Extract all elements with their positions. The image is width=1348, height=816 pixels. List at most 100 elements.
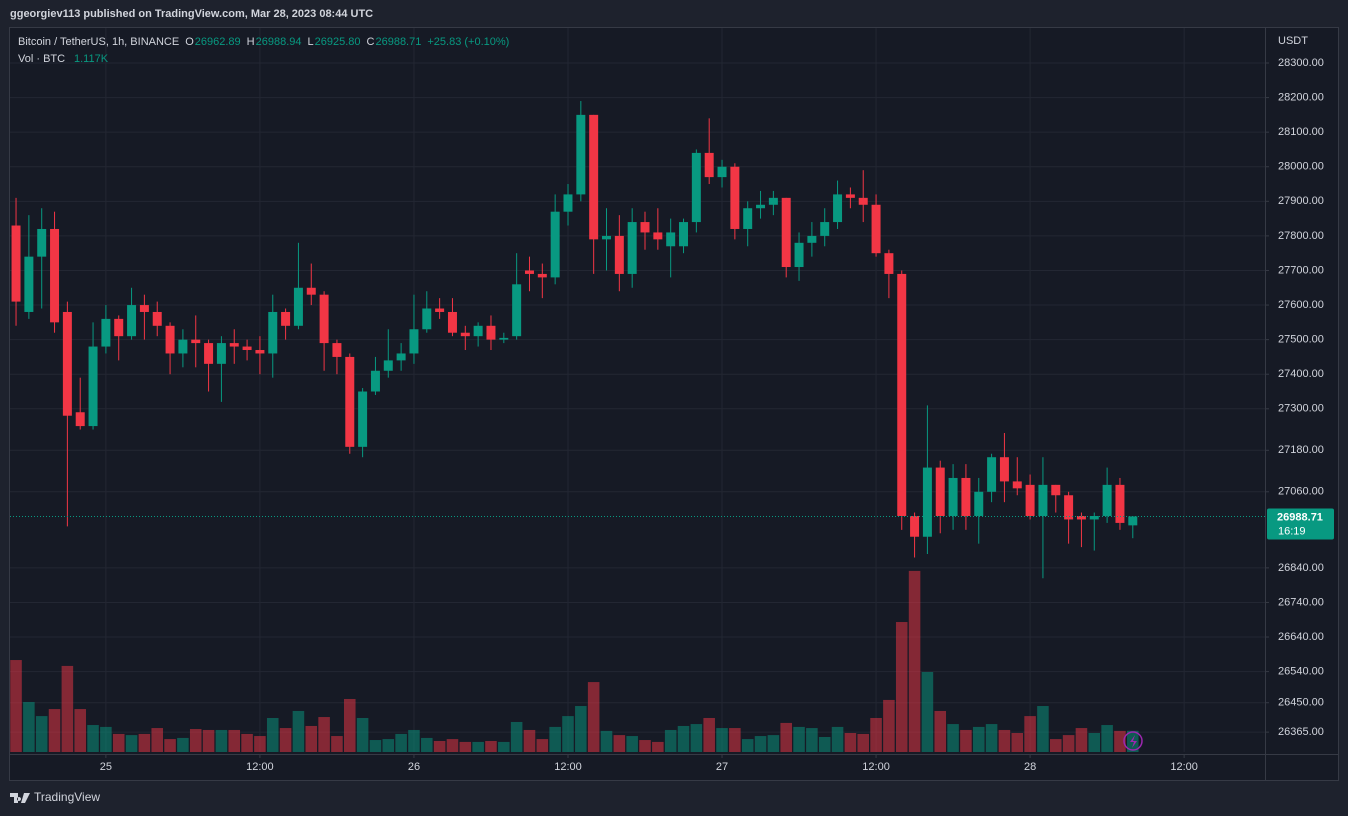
candle-body — [409, 329, 419, 354]
volume-bar — [498, 741, 510, 752]
candle-body — [127, 305, 137, 337]
chart-frame — [9, 27, 1339, 781]
volume-bar — [1101, 725, 1113, 752]
ohlc-value: 26962.89 — [195, 36, 241, 48]
volume-bar — [356, 717, 369, 752]
candle-body — [435, 308, 445, 312]
candle-body — [1051, 484, 1061, 496]
volume-bar — [806, 728, 818, 752]
volume-bar — [254, 736, 266, 752]
volume-last: 1.117K — [74, 53, 109, 65]
x-tick-label: 25 — [100, 761, 112, 773]
volume-bar — [703, 717, 715, 752]
candle-body — [1025, 484, 1035, 516]
x-tick-label: 12:00 — [246, 761, 274, 773]
candle-body — [1102, 484, 1112, 516]
volume-bar — [459, 741, 472, 752]
volume-bar — [1011, 732, 1024, 752]
volume-bar — [433, 740, 446, 752]
candle-body — [447, 311, 457, 333]
x-tick-label: 26 — [408, 761, 420, 773]
volume-bar — [562, 716, 574, 752]
candle-body — [884, 253, 894, 274]
volume-bar — [266, 717, 279, 752]
y-tick-label: 27060.00 — [1278, 486, 1324, 498]
candle-body — [602, 235, 611, 240]
ohlc-key: O — [185, 36, 194, 48]
candle-body — [139, 305, 149, 312]
y-tick-label: 27800.00 — [1278, 230, 1324, 242]
candle-body — [268, 311, 278, 354]
candle-body — [62, 311, 72, 416]
x-tick-label: 27 — [716, 761, 728, 773]
y-tick-label: 26840.00 — [1278, 562, 1324, 574]
logo — [10, 793, 30, 803]
y-tick-label: 27500.00 — [1278, 334, 1324, 346]
volume-bar — [164, 739, 176, 752]
last-price-label: 26988.71 — [1277, 511, 1323, 523]
volume-bar — [600, 730, 613, 752]
volume-bar — [536, 739, 549, 752]
volume-bar — [100, 726, 112, 752]
y-tick-label: 27700.00 — [1278, 264, 1324, 276]
candle-body — [370, 370, 380, 392]
candle-body — [114, 318, 124, 337]
x-tick-label: 12:00 — [554, 761, 582, 773]
volume-bar — [215, 729, 228, 752]
volume-bar — [857, 733, 870, 752]
y-tick-label: 26540.00 — [1278, 666, 1324, 678]
candle-body — [910, 515, 920, 537]
candle-body — [75, 412, 85, 427]
volume-bar — [48, 709, 61, 752]
y-tick-label: 27300.00 — [1278, 403, 1324, 415]
volume-bar — [767, 735, 780, 752]
candle-body — [627, 222, 637, 274]
candle-body — [653, 232, 663, 240]
volume-bar — [74, 709, 86, 752]
candle-body — [704, 152, 714, 178]
candle-body — [306, 287, 316, 295]
volume-bar — [23, 702, 35, 752]
volume-bar — [87, 725, 99, 752]
volume-bar — [1088, 732, 1101, 752]
volume-bar — [35, 716, 48, 752]
volume-bar — [151, 728, 164, 752]
volume-bar — [844, 732, 857, 752]
candle-body — [319, 294, 329, 344]
candle-body — [922, 467, 932, 537]
volume-bar — [305, 725, 318, 752]
candle-body — [1128, 516, 1138, 526]
volume-bar — [446, 739, 459, 752]
candle-body — [396, 353, 406, 361]
candle-body — [1038, 484, 1048, 516]
volume-bar — [343, 698, 356, 752]
countdown: 16:19 — [1278, 525, 1306, 537]
volume-bar — [177, 737, 189, 752]
candle-body — [499, 337, 509, 340]
candle-body — [422, 308, 432, 330]
volume-bar — [677, 725, 690, 752]
y-tick-label: 27600.00 — [1278, 299, 1324, 311]
candle-body — [281, 311, 291, 326]
candle-body — [691, 152, 701, 223]
candle-body — [50, 228, 60, 323]
alert-icon[interactable] — [1123, 731, 1143, 751]
volume-bar — [395, 733, 407, 752]
volume-bar — [587, 682, 600, 752]
candle-body — [345, 356, 355, 447]
candle-body — [1012, 481, 1022, 489]
volume-bar — [382, 739, 395, 752]
y-tick-label: 26365.00 — [1278, 726, 1324, 738]
ohlc-value: 26925.80 — [315, 36, 361, 48]
volume-bar — [1114, 730, 1126, 752]
candle-body — [550, 211, 560, 278]
candle-body — [935, 467, 945, 516]
candle-body — [152, 311, 162, 326]
candle-body — [255, 350, 265, 354]
volume-bar — [138, 733, 151, 752]
volume-bar — [318, 717, 330, 752]
volume-bar — [331, 736, 343, 752]
candle-body — [589, 114, 599, 240]
candle-body — [473, 325, 483, 337]
